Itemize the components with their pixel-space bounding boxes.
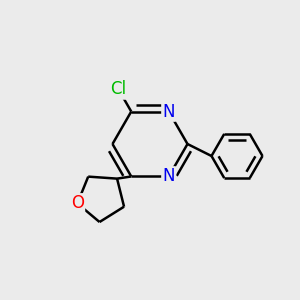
Text: N: N xyxy=(163,103,175,121)
Text: O: O xyxy=(71,194,84,212)
Text: Cl: Cl xyxy=(110,80,127,98)
Text: N: N xyxy=(163,167,175,185)
